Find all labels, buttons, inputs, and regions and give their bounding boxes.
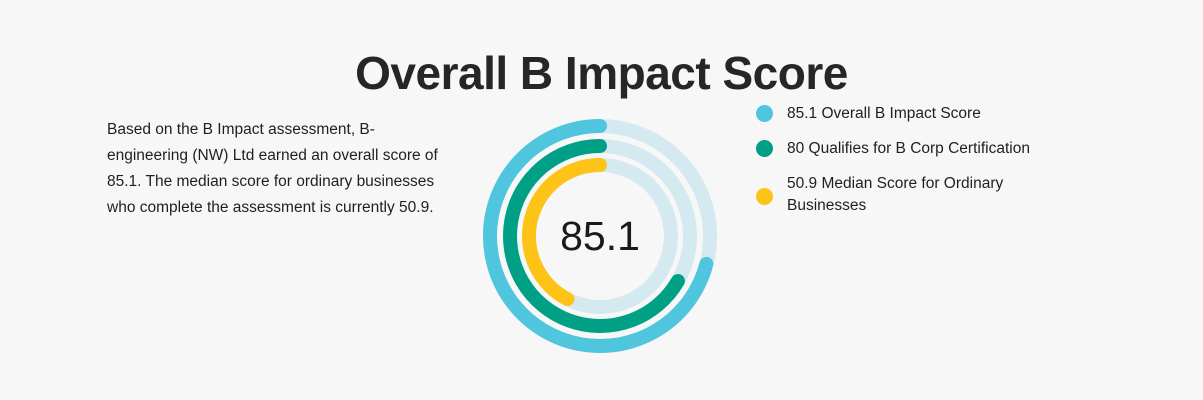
- ring-arc-median-score: [522, 158, 607, 307]
- ring-arc-overall-score: [483, 119, 714, 353]
- legend-item-overall-score[interactable]: 85.1 Overall B Impact Score: [756, 103, 1056, 125]
- legend-color-dot-icon: [756, 140, 773, 157]
- legend-item-median-score[interactable]: 50.9 Median Score for Ordinary Businesse…: [756, 173, 1056, 217]
- legend-item-label: 50.9 Median Score for Ordinary Businesse…: [787, 175, 1004, 214]
- legend-color-dot-icon: [756, 105, 773, 122]
- chart-arcs: [483, 119, 714, 353]
- radial-bar-chart: 85.1: [470, 106, 730, 366]
- chart-legend: 85.1 Overall B Impact Score 80 Qualifies…: [756, 103, 1056, 230]
- legend-color-dot-icon: [756, 187, 773, 205]
- legend-item-certification-threshold[interactable]: 80 Qualifies for B Corp Certification: [756, 138, 1056, 160]
- legend-item-label: 80 Qualifies for B Corp Certification: [787, 140, 1030, 157]
- page-title: Overall B Impact Score: [355, 46, 848, 99]
- radial-chart-svg: [483, 119, 717, 353]
- legend-item-label: 85.1 Overall B Impact Score: [787, 105, 981, 122]
- score-description: Based on the B Impact assessment, B-engi…: [107, 120, 438, 216]
- ring-arc-certification-threshold: [503, 139, 685, 333]
